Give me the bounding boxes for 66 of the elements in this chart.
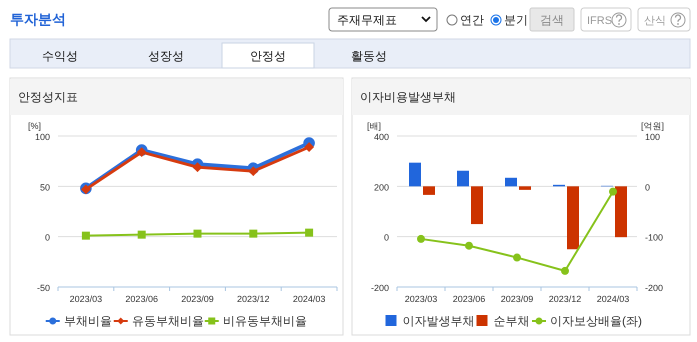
point [136,147,147,158]
x-tick-label: 2023/09 [181,294,214,304]
text: 안정성 [250,49,286,63]
bar [423,186,435,195]
y-tick-label: 100 [34,132,50,142]
bar [505,178,517,186]
text: 산식 [644,15,666,27]
point [417,234,425,243]
point [194,230,202,238]
y-tick-label: -50 [36,283,50,293]
point [192,162,202,172]
y2-tick-label: -200 [645,283,664,293]
x-tick-label: 2023/06 [125,294,158,304]
y2-axis-title: [억원] [641,121,664,131]
text: 연간 [460,13,484,27]
legend-label: 부채비율 [64,314,112,328]
point [465,242,473,250]
y-tick-label: 0 [44,232,50,243]
y2-tick-label: -100 [645,232,664,243]
point [248,166,258,176]
point [513,254,521,262]
bar [615,186,627,238]
text: 활동성 [351,49,387,63]
bar [567,186,579,250]
bar [471,186,483,224]
bar [457,170,469,186]
y-tick-label: 200 [374,182,389,192]
point [249,230,258,238]
x-tick-label: 2023/06 [452,294,486,304]
bar [409,162,421,186]
chart-title: 안정성지표 [18,90,78,104]
x-tick-label: 2023/12 [548,294,582,304]
y2-tick-label: 100 [645,132,660,142]
y-tick-label: -200 [370,283,389,293]
y-axis-title: [%] [28,121,42,131]
text: 검색 [540,13,564,27]
text: 분기 [504,13,528,27]
x-tick-label: 2024/03 [292,294,326,304]
legend-label: 유동부채비율 [132,314,204,328]
legend-label: 이자발생부채 [402,314,474,328]
y-tick-label: 50 [40,182,50,192]
text: 수익성 [42,49,78,63]
x-tick-label: 2023/09 [500,294,534,304]
y-tick-label: 400 [374,132,389,142]
text: 투자분석 [10,11,66,27]
point [82,232,90,240]
x-tick-label: 2023/12 [237,294,270,304]
point [609,188,617,196]
text: 성장성 [148,49,184,63]
point [305,228,314,237]
legend-label: 이자보상배율(좌) [550,314,642,328]
y-tick-label: 0 [384,232,389,243]
text: IFRS [587,15,612,27]
x-tick-label: 2023/03 [404,294,438,304]
bar [519,186,531,190]
legend-label: 순부채 [494,314,530,328]
x-tick-label: 2023/03 [70,294,102,304]
y-axis-title: [배] [367,121,382,131]
x-tick-label: 2024/03 [596,294,630,304]
point [138,230,146,239]
chart-title: 이자비용발생부채 [360,90,456,104]
legend-label: 비유동부채비율 [222,314,307,328]
point [561,266,569,275]
y2-tick-label: 0 [645,182,650,192]
text: 주재무제표 [337,13,397,27]
point [304,142,314,152]
